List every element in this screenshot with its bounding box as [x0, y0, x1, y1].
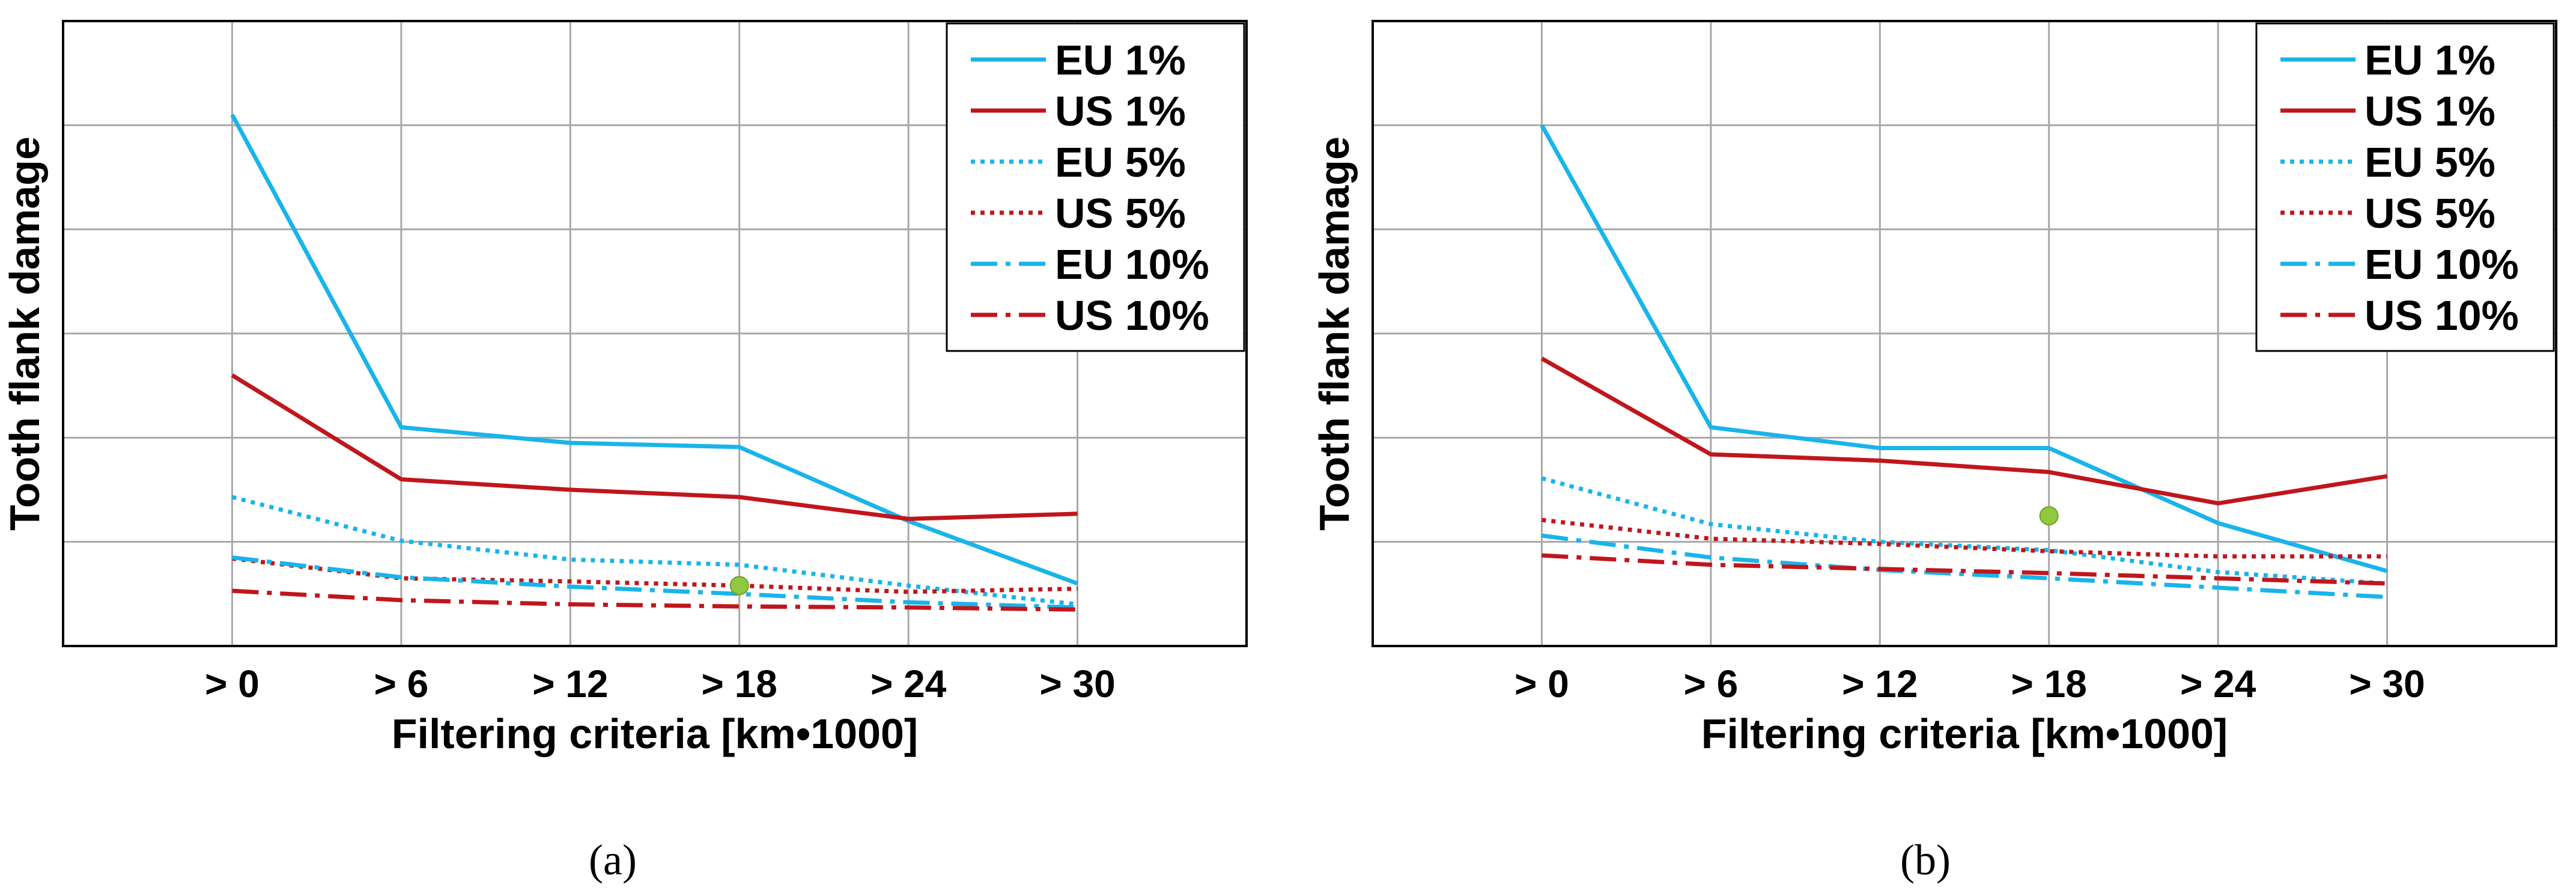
legend-label: US 1% — [1055, 88, 1186, 135]
x-tick-label: > 30 — [2349, 662, 2425, 706]
legend-label: EU 1% — [2365, 37, 2496, 84]
legend-label: US 1% — [2365, 88, 2496, 135]
x-tick-label: > 12 — [1842, 662, 1918, 706]
x-axis-label: Filtering criteria [km•1000] — [392, 710, 919, 757]
legend-box — [2255, 22, 2555, 352]
legend-label: US 10% — [1055, 292, 1209, 339]
series-line-eu-5 — [231, 495, 1078, 607]
series-line-us-5 — [1542, 517, 2387, 559]
legend: EU 1%US 1%EU 5%US 5%EU 10%US 10% — [946, 22, 1245, 352]
legend-label: EU 1% — [1055, 37, 1186, 84]
panel-caption: (b) — [1900, 836, 1951, 884]
chart-panel-a: > 0 > 6 > 12 > 18 > 24 > 30 Filtering criteria… — [1, 20, 1248, 884]
legend-label: EU 10% — [2365, 241, 2519, 288]
plot-area — [62, 20, 1248, 647]
series-line-eu-5 — [1541, 476, 2387, 586]
series-line-us-10 — [232, 588, 1078, 612]
x-tick-label: > 6 — [1683, 662, 1738, 706]
y-axis-label: Tooth flank damage — [1, 136, 48, 531]
series-line-eu-1 — [230, 114, 1078, 586]
x-tick-label: > 12 — [532, 662, 608, 706]
x-tick-label: > 6 — [374, 662, 428, 706]
x-tick-label: > 30 — [1039, 662, 1115, 706]
plot-area — [1372, 20, 2557, 647]
x-tick-label: > 24 — [870, 662, 947, 706]
legend-label: EU 5% — [1055, 139, 1186, 186]
legend: EU 1%US 1%EU 5%US 5%EU 10%US 10% — [2255, 22, 2555, 352]
x-tick-label: > 0 — [1514, 662, 1569, 706]
chart-panel-b: > 0 > 6 > 12 > 18 > 24 > 30 Filtering criteria… — [1311, 20, 2557, 884]
legend-label: EU 5% — [2365, 139, 2496, 186]
series-line-us-10 — [1542, 553, 2387, 586]
data-marker-point — [729, 576, 749, 596]
series-line-eu-1 — [1540, 124, 2388, 573]
y-axis-label: Tooth flank damage — [1311, 136, 1358, 531]
legend-label: EU 10% — [1055, 241, 1209, 288]
legend-box — [946, 22, 1245, 352]
x-axis-label: Filtering criteria [km•1000] — [1701, 710, 2228, 757]
series-line-us-5 — [232, 556, 1078, 594]
x-tick-label: > 24 — [2180, 662, 2256, 706]
legend-label: US 5% — [2365, 190, 2496, 237]
legend-label: US 5% — [1055, 190, 1186, 237]
series-line-us-1 — [1540, 356, 2388, 506]
legend-label: US 10% — [2365, 292, 2519, 339]
x-tick-label: > 18 — [2011, 662, 2087, 706]
series-line-eu-10 — [1541, 533, 2387, 600]
data-marker-point — [2039, 506, 2059, 526]
panel-caption: (a) — [589, 836, 637, 884]
x-tick-label: > 18 — [702, 662, 777, 706]
x-tick-label: > 0 — [205, 662, 260, 706]
series-line-us-1 — [231, 373, 1078, 522]
